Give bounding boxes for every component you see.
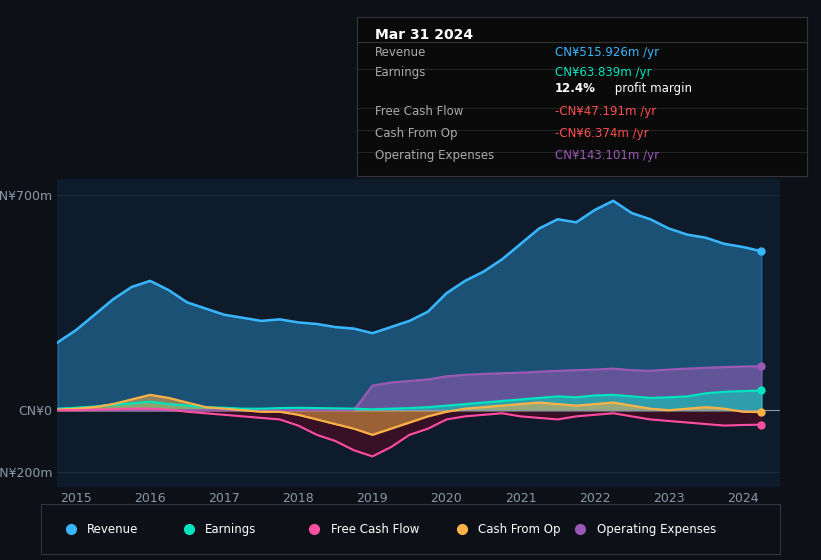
Text: Free Cash Flow: Free Cash Flow (331, 522, 419, 536)
Text: Earnings: Earnings (205, 522, 256, 536)
Text: -CN¥6.374m /yr: -CN¥6.374m /yr (555, 127, 649, 140)
Text: Cash From Op: Cash From Op (479, 522, 561, 536)
Text: 12.4%: 12.4% (555, 82, 596, 95)
Text: CN¥143.101m /yr: CN¥143.101m /yr (555, 150, 659, 162)
Text: Operating Expenses: Operating Expenses (375, 150, 494, 162)
Text: Mar 31 2024: Mar 31 2024 (375, 28, 473, 42)
Text: CN¥63.839m /yr: CN¥63.839m /yr (555, 66, 652, 80)
Text: CN¥515.926m /yr: CN¥515.926m /yr (555, 45, 659, 59)
Text: Revenue: Revenue (375, 45, 426, 59)
Text: Operating Expenses: Operating Expenses (597, 522, 716, 536)
Text: Revenue: Revenue (87, 522, 138, 536)
Text: -CN¥47.191m /yr: -CN¥47.191m /yr (555, 105, 656, 118)
Text: Free Cash Flow: Free Cash Flow (375, 105, 464, 118)
Text: profit margin: profit margin (612, 82, 692, 95)
Text: Earnings: Earnings (375, 66, 426, 80)
Text: Cash From Op: Cash From Op (375, 127, 457, 140)
